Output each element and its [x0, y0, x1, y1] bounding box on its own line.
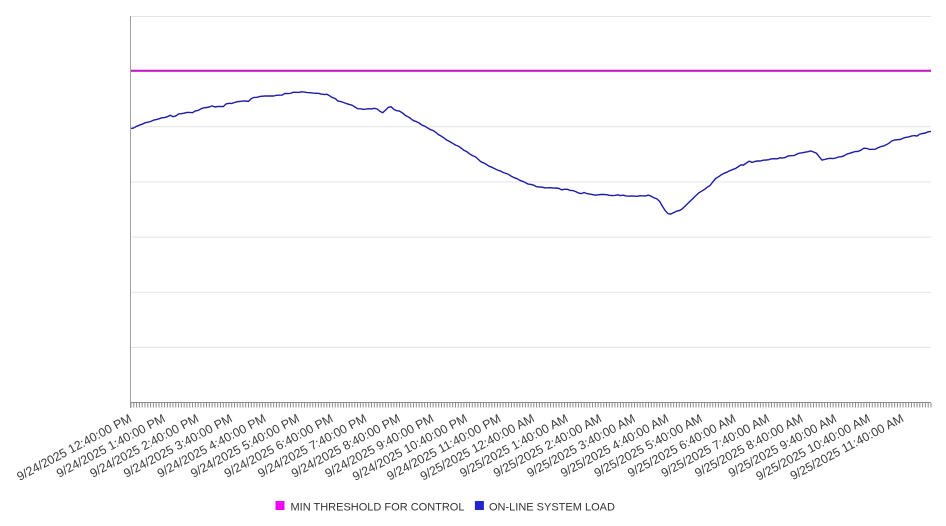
- svg-text:MIN THRESHOLD FOR CONTROL: MIN THRESHOLD FOR CONTROL: [291, 501, 465, 513]
- svg-text:ON-LINE SYSTEM LOAD: ON-LINE SYSTEM LOAD: [489, 501, 615, 513]
